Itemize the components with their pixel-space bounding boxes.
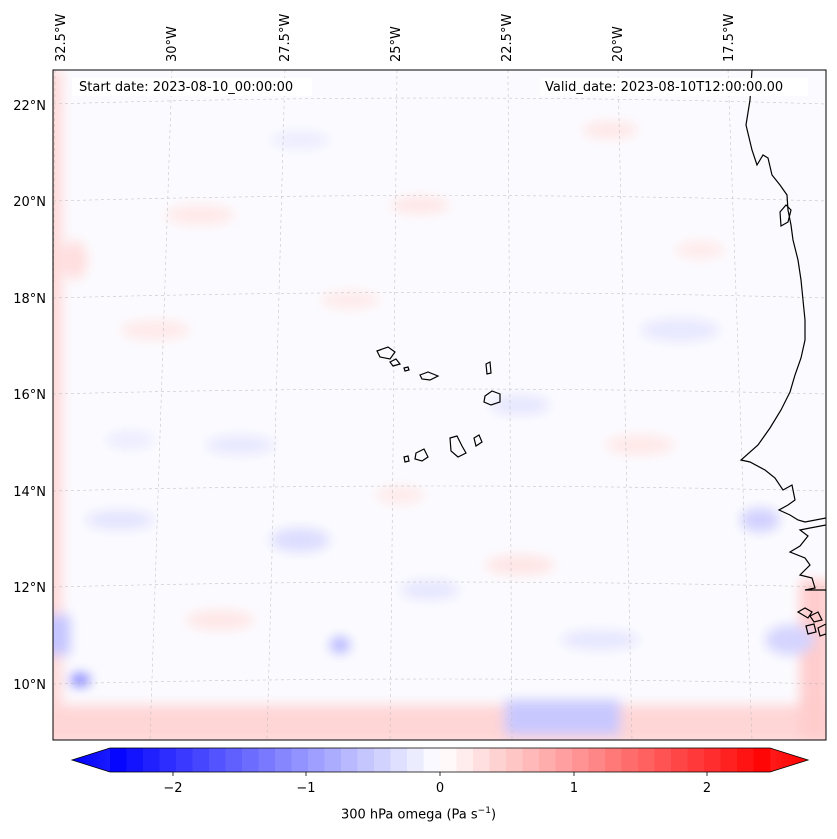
- island-santa-luzia: [403, 366, 410, 372]
- lat-label: 20°N: [13, 195, 46, 210]
- colorbar-band: [423, 748, 441, 772]
- colorbar-band: [572, 748, 589, 772]
- colorbar-title-exponent: −1: [477, 806, 491, 816]
- colorbar-band: [407, 748, 424, 772]
- gridlines: [53, 70, 826, 740]
- lon-label: 20°W: [611, 26, 626, 62]
- colorbar-bands: [110, 748, 771, 772]
- colorbar-band: [522, 748, 540, 772]
- lon-label: 25°W: [389, 26, 404, 62]
- coast-inlet: [779, 204, 792, 227]
- lon-label: 32.5°W: [54, 14, 69, 62]
- colorbar-band: [473, 748, 490, 772]
- coastlines: [376, 70, 826, 637]
- colorbar-band: [258, 748, 276, 772]
- colorbar-band: [621, 748, 639, 772]
- colorbar-band: [671, 748, 688, 772]
- colorbar-band: [143, 748, 160, 772]
- colorbar-band: [720, 748, 738, 772]
- lat-label: 18°N: [13, 292, 46, 307]
- colorbar-band: [489, 748, 507, 772]
- colorbar-band: [687, 748, 705, 772]
- island-brava: [403, 455, 410, 463]
- coast-islands: [796, 607, 826, 637]
- lat-label: 22°N: [13, 99, 46, 114]
- colorbar-band: [539, 748, 556, 772]
- map-frame: [52, 69, 827, 741]
- lon-label: 27.5°W: [278, 14, 293, 62]
- lon-label: 22.5°W: [500, 14, 515, 62]
- colorbar-band: [654, 748, 672, 772]
- colorbar-band: [374, 748, 391, 772]
- colorbar-band: [126, 748, 144, 772]
- colorbar-band: [605, 748, 622, 772]
- colorbar-band: [506, 748, 523, 772]
- colorbar-ticks: [172, 772, 708, 776]
- colorbar-band: [225, 748, 243, 772]
- colorbar-band: [324, 748, 342, 772]
- colorbar-band: [209, 748, 226, 772]
- colorbar-band: [753, 748, 771, 772]
- colorbar-band: [242, 748, 259, 772]
- lon-labels: 32.5°W 30°W 27.5°W 25°W 22.5°W 20°W 17.5…: [54, 14, 737, 62]
- colorbar-title-suffix: ): [490, 807, 497, 823]
- colorbar-tick-label: −2: [163, 781, 182, 796]
- colorbar-band: [308, 748, 325, 772]
- colorbar-tick-label: 2: [703, 781, 711, 796]
- colorbar-band: [176, 748, 193, 772]
- colorbar: −2 −1 0 1 2: [70, 747, 810, 796]
- colorbar-band: [291, 748, 309, 772]
- colorbar-band: [704, 748, 721, 772]
- map-panel: Start date: 2023-08-10_00:00:00 Valid_da…: [53, 70, 826, 740]
- colorbar-title-prefix: 300 hPa omega (Pa s: [340, 807, 478, 823]
- island-sao-nicolau: [419, 371, 440, 381]
- colorbar-band: [588, 748, 606, 772]
- island-santiago: [449, 435, 467, 458]
- lat-labels: 22°N 20°N 18°N 16°N 14°N 12°N 10°N: [13, 99, 46, 693]
- colorbar-band: [638, 748, 655, 772]
- island-fogo: [414, 448, 429, 462]
- colorbar-tick-label: −1: [296, 781, 315, 796]
- colorbar-band: [440, 748, 457, 772]
- lat-label: 14°N: [13, 485, 46, 500]
- colorbar-title: 300 hPa omega (Pa s−1): [0, 806, 837, 822]
- lon-label: 30°W: [165, 26, 180, 62]
- start-date-box: [72, 78, 312, 96]
- colorbar-tick-label: 1: [570, 781, 578, 796]
- colorbar-band: [737, 748, 754, 772]
- african-coast: [739, 70, 826, 591]
- island-santo-antao: [376, 346, 396, 360]
- island-sao-vicente: [389, 358, 402, 367]
- colorbar-band: [192, 748, 210, 772]
- island-maio: [473, 434, 483, 447]
- lon-label: 17.5°W: [722, 14, 737, 62]
- colorbar-band: [555, 748, 573, 772]
- colorbar-tick-label: 0: [436, 781, 444, 796]
- colorbar-band: [159, 748, 177, 772]
- island-boa-vista: [483, 390, 501, 406]
- colorbar-band: [110, 748, 127, 772]
- lat-label: 16°N: [13, 388, 46, 403]
- valid-date-box: [540, 78, 808, 96]
- colorbar-outline: [70, 747, 810, 773]
- lat-label: 12°N: [13, 581, 46, 596]
- valid-date-label: Valid_date: 2023-08-10T12:00:00.00: [545, 80, 783, 95]
- map-background: [53, 70, 826, 740]
- colorbar-band: [390, 748, 408, 772]
- colorbar-band: [357, 748, 375, 772]
- start-date-label: Start date: 2023-08-10_00:00:00: [79, 80, 293, 95]
- colorbar-band: [456, 748, 474, 772]
- lat-label: 10°N: [13, 678, 46, 693]
- island-sal: [485, 361, 492, 375]
- colorbar-band: [275, 748, 292, 772]
- colorbar-band: [341, 748, 358, 772]
